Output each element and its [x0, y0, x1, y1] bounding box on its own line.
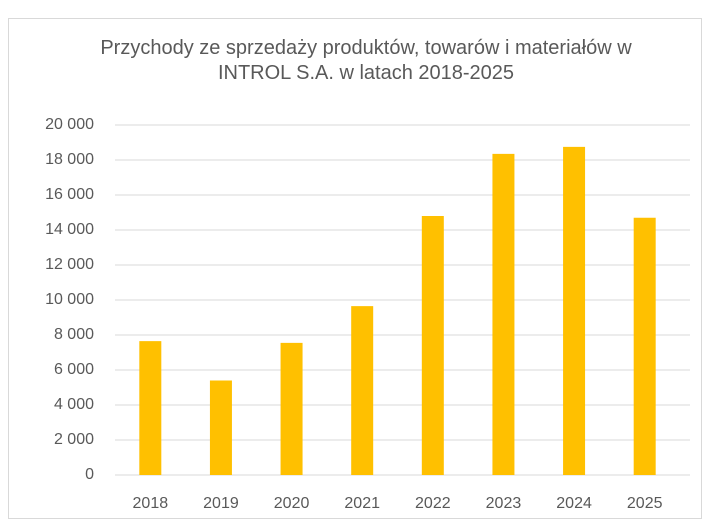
- y-tick-label: 10 000: [45, 291, 94, 308]
- chart-title: Przychody ze sprzedaży produktów, towaró…: [100, 37, 632, 84]
- bar: [633, 217, 656, 475]
- y-tick-label: 12 000: [45, 256, 94, 273]
- x-tick-label: 2024: [556, 495, 592, 512]
- chart-frame: [8, 18, 702, 519]
- bar: [563, 146, 586, 475]
- x-tick-label: 2020: [274, 495, 310, 512]
- y-tick-label: 16 000: [45, 186, 94, 203]
- bar: [421, 216, 444, 475]
- bar: [351, 306, 374, 475]
- x-tick-label: 2025: [627, 495, 663, 512]
- y-tick-label: 6 000: [54, 361, 94, 378]
- x-tick-label: 2018: [133, 495, 169, 512]
- y-tick-label: 18 000: [45, 151, 94, 168]
- y-tick-label: 0: [85, 466, 94, 483]
- x-tick-label: 2023: [486, 495, 522, 512]
- x-tick-label: 2022: [415, 495, 451, 512]
- y-tick-label: 8 000: [54, 326, 94, 343]
- y-tick-label: 2 000: [54, 431, 94, 448]
- y-tick-label: 4 000: [54, 396, 94, 413]
- bar: [492, 153, 515, 475]
- bar: [209, 380, 232, 475]
- y-tick-label: 20 000: [45, 116, 94, 133]
- x-tick-label: 2021: [344, 495, 380, 512]
- bar: [280, 342, 303, 475]
- y-tick-label: 14 000: [45, 221, 94, 238]
- x-tick-label: 2019: [203, 495, 239, 512]
- bar: [139, 341, 162, 475]
